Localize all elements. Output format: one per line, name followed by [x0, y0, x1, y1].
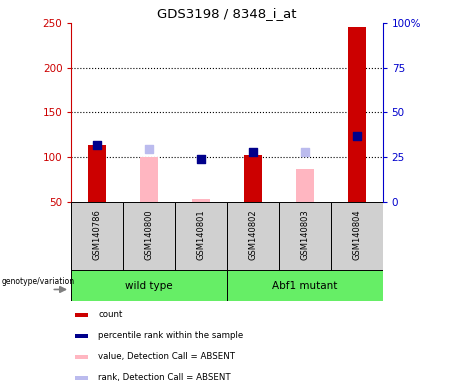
Point — [353, 133, 361, 139]
Bar — [71, 202, 124, 271]
Bar — [227, 270, 383, 301]
Bar — [279, 202, 331, 271]
Point — [301, 149, 308, 155]
Bar — [75, 376, 88, 379]
Bar — [296, 169, 314, 202]
Text: GSM140786: GSM140786 — [93, 209, 102, 260]
Title: GDS3198 / 8348_i_at: GDS3198 / 8348_i_at — [157, 7, 297, 20]
Bar — [124, 202, 175, 271]
Bar — [75, 355, 88, 359]
Point — [94, 142, 101, 149]
Point — [146, 146, 153, 152]
Text: count: count — [98, 310, 123, 319]
Text: Abf1 mutant: Abf1 mutant — [272, 281, 337, 291]
Point — [197, 156, 205, 162]
Text: wild type: wild type — [125, 281, 173, 291]
Bar — [227, 202, 279, 271]
Text: GSM140802: GSM140802 — [248, 209, 258, 260]
Bar — [192, 199, 210, 202]
Bar — [331, 202, 383, 271]
Bar — [75, 313, 88, 317]
Bar — [348, 26, 366, 202]
Bar — [89, 146, 106, 202]
Bar — [75, 334, 88, 338]
Text: value, Detection Call = ABSENT: value, Detection Call = ABSENT — [98, 352, 235, 361]
Text: genotype/variation: genotype/variation — [1, 277, 75, 286]
Bar — [140, 157, 158, 202]
Text: rank, Detection Call = ABSENT: rank, Detection Call = ABSENT — [98, 373, 231, 382]
Bar — [175, 202, 227, 271]
Text: GSM140804: GSM140804 — [352, 209, 361, 260]
Point — [249, 149, 257, 156]
Bar — [244, 155, 262, 202]
Text: percentile rank within the sample: percentile rank within the sample — [98, 331, 243, 340]
Bar — [71, 270, 227, 301]
Text: GSM140800: GSM140800 — [145, 209, 154, 260]
Text: GSM140803: GSM140803 — [300, 209, 309, 260]
Text: GSM140801: GSM140801 — [196, 209, 206, 260]
